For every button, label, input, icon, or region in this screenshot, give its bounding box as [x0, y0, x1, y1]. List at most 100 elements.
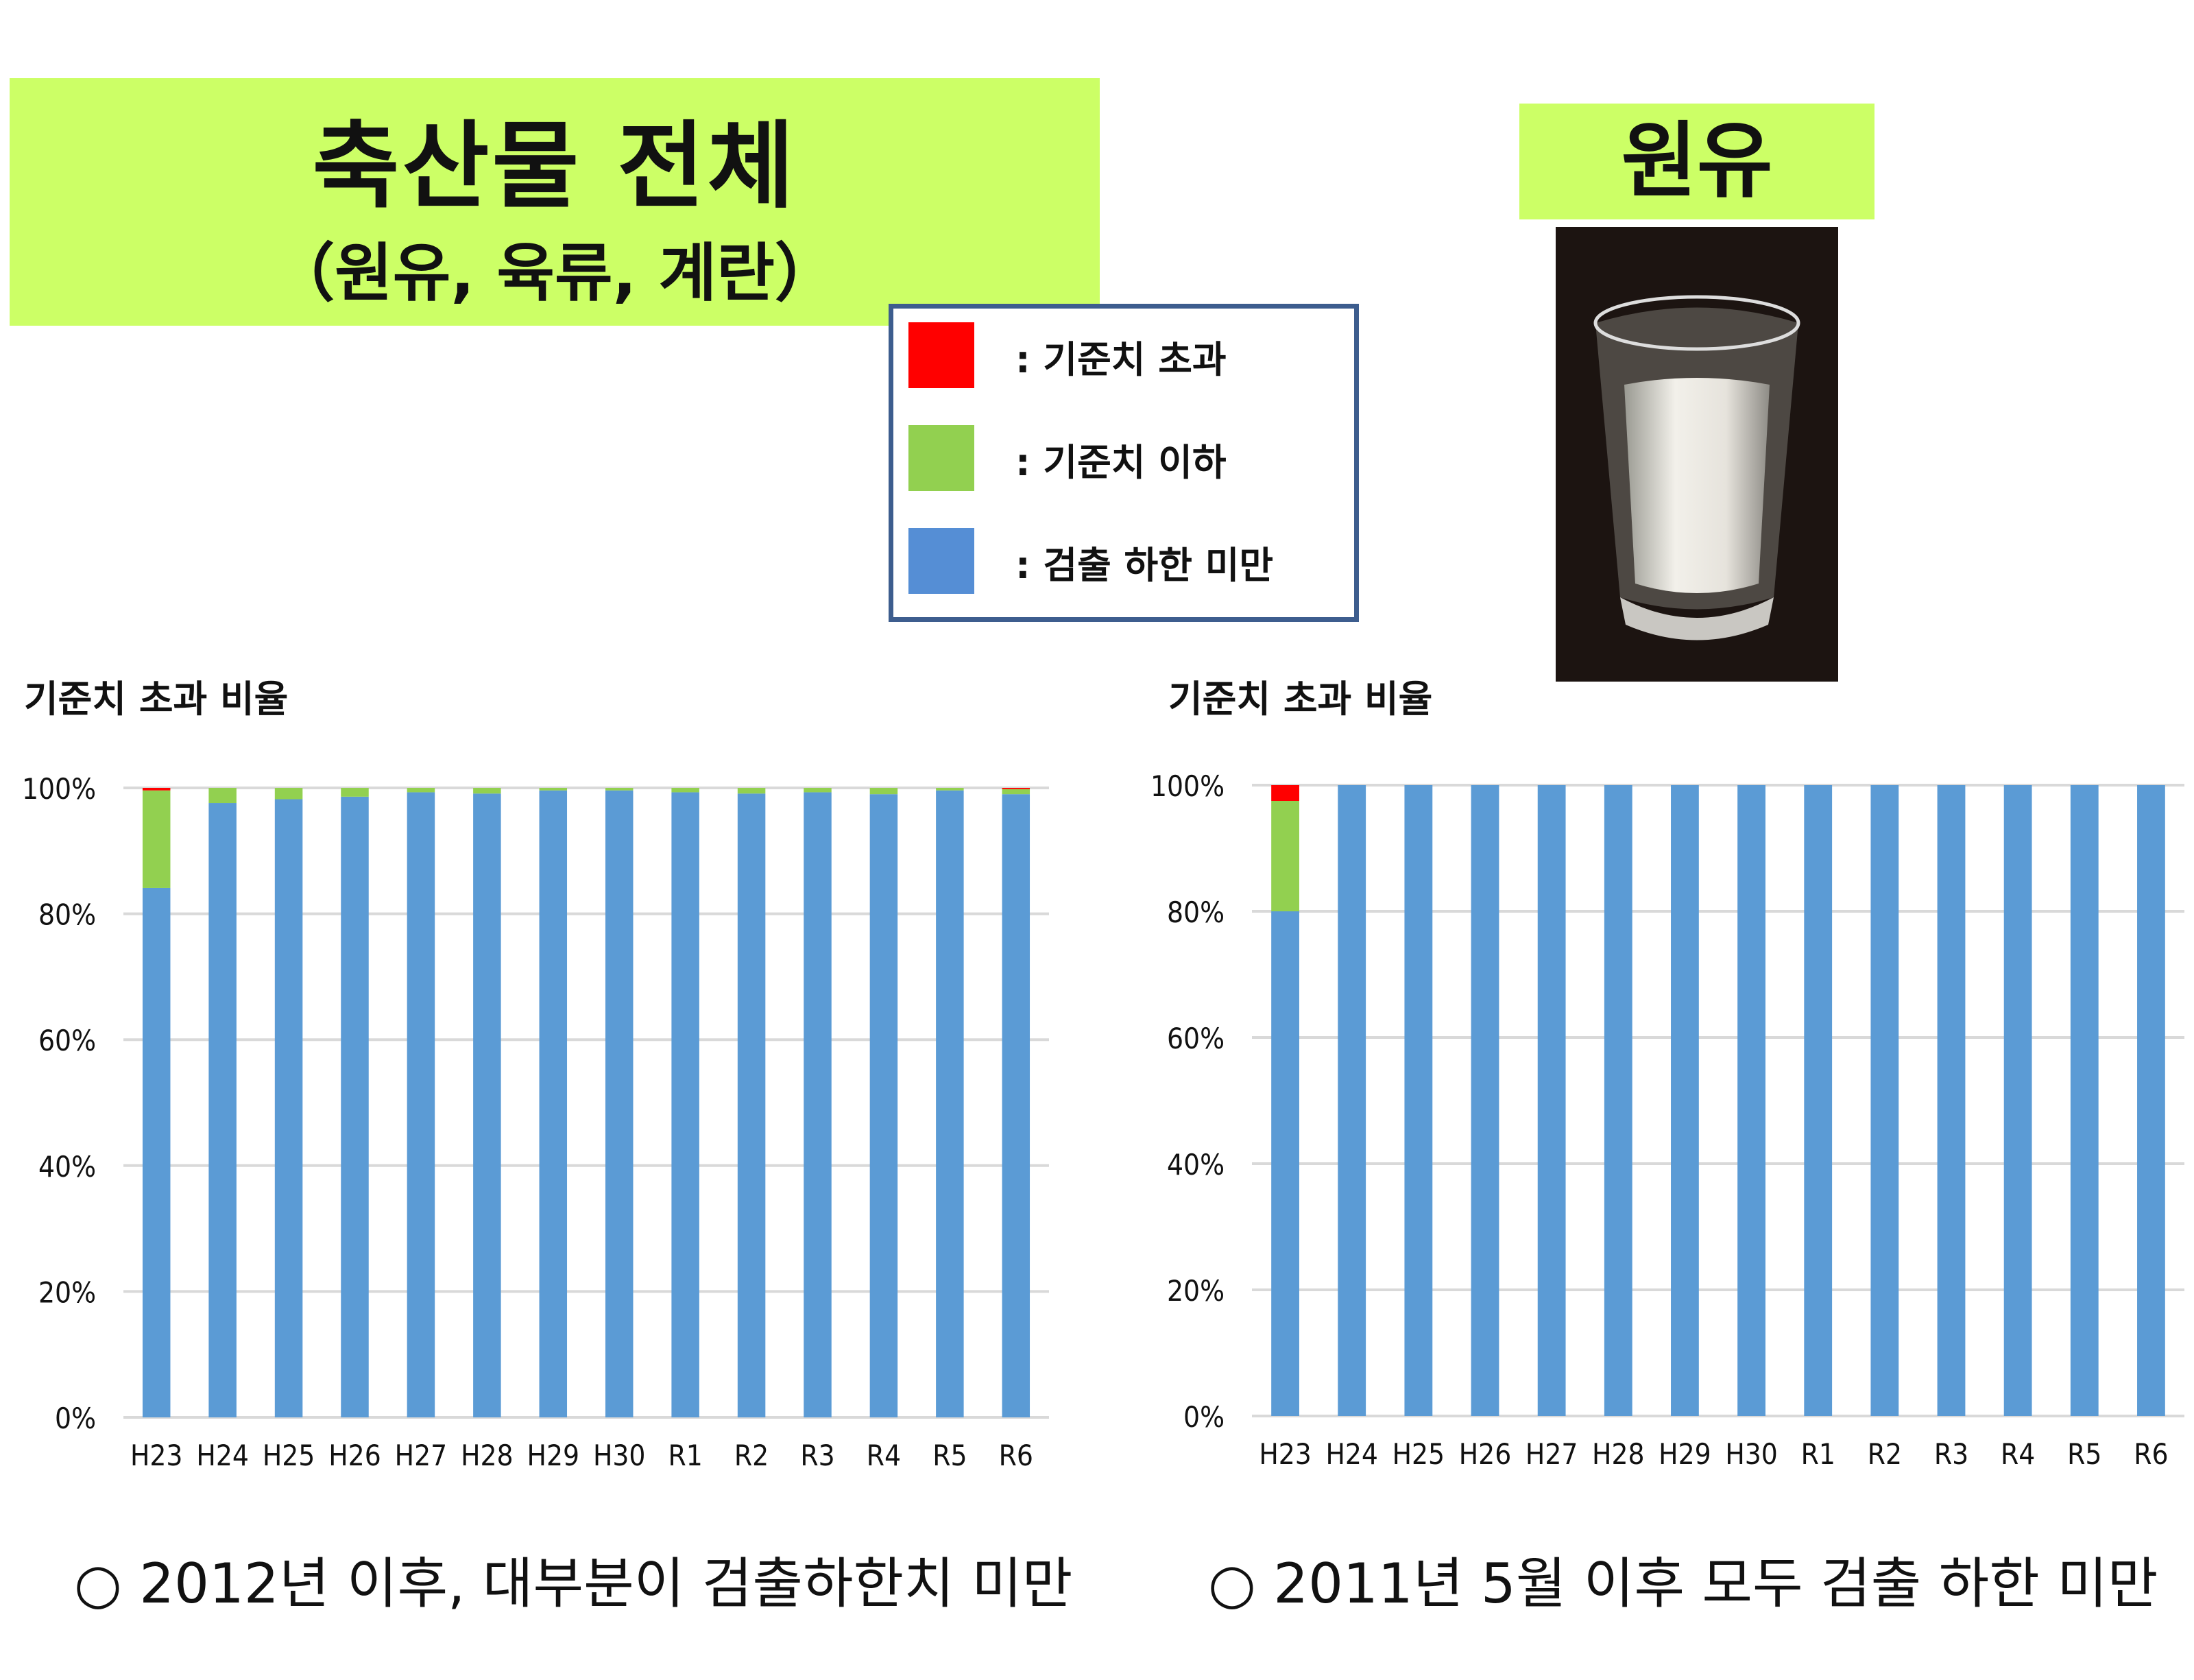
- x-tick-label: R2: [734, 1439, 769, 1472]
- x-tick-label: H27: [395, 1439, 448, 1472]
- bar-segment-below-limit: [274, 788, 303, 800]
- x-tick-label: H30: [593, 1439, 646, 1472]
- legend-swatch-below-detection: [908, 528, 974, 594]
- page-subtitle: （원유, 육류, 계란）: [272, 237, 838, 310]
- bar-segment-below-detection: [1804, 785, 1833, 1416]
- bar-segment-below-detection: [1937, 785, 1966, 1416]
- bar-segment-below-detection: [539, 790, 568, 1417]
- bar-segment-below-detection: [407, 792, 435, 1417]
- note-left: ○ 2012년 이후, 대부분이 검출하한치 미만: [74, 1552, 1073, 1616]
- bar-segment-below-limit: [142, 790, 171, 888]
- x-tick-label: R1: [668, 1439, 702, 1472]
- x-tick-label: R5: [932, 1439, 967, 1472]
- x-tick-label: H23: [1259, 1437, 1312, 1471]
- y-tick-label: 40%: [1167, 1148, 1225, 1181]
- x-tick-label: R3: [1934, 1437, 1968, 1471]
- bar-segment-below-detection: [2070, 785, 2099, 1416]
- bar-segment-below-limit: [1271, 801, 1299, 911]
- x-tick-label: R6: [999, 1439, 1033, 1472]
- bar-segment-below-detection: [1604, 785, 1632, 1416]
- bar-segment-below-detection: [142, 887, 171, 1417]
- bar-segment-below-limit: [341, 788, 369, 797]
- x-tick-label: H23: [130, 1439, 183, 1472]
- bar-segment-below-detection: [1737, 785, 1765, 1416]
- legend-label-below-detection: : 검출 하한 미만: [1015, 544, 1274, 587]
- y-tick-label: 100%: [1150, 769, 1225, 803]
- milk-label: 원유: [1519, 104, 1874, 219]
- bar-segment-below-detection: [1002, 794, 1030, 1417]
- legend-swatch-below-limit: [908, 425, 974, 491]
- bar-segment-below-detection: [274, 799, 303, 1417]
- x-tick-label: H26: [1459, 1437, 1512, 1471]
- bar-segment-below-limit: [539, 788, 568, 791]
- y-tick-label: 40%: [38, 1150, 96, 1184]
- bar-segment-below-detection: [1404, 785, 1433, 1416]
- bar-segment-below-limit: [1002, 789, 1030, 795]
- bar-segment-below-detection: [1271, 911, 1299, 1416]
- bar-segment-below-limit: [208, 788, 237, 804]
- x-tick-label: H28: [1592, 1437, 1645, 1471]
- bar-segment-below-detection: [605, 790, 634, 1417]
- bar-segment-below-limit: [671, 788, 699, 793]
- x-tick-label: H26: [328, 1439, 381, 1472]
- bar-segment-below-limit: [804, 788, 832, 793]
- bar-segment-below-detection: [869, 794, 898, 1417]
- bar-segment-below-detection: [1671, 785, 1699, 1416]
- x-tick-label: R1: [1801, 1437, 1835, 1471]
- y-tick-label: 80%: [1167, 896, 1225, 929]
- legend-label-over-limit: : 기준치 초과: [1015, 338, 1227, 381]
- bar-segment-below-limit: [605, 788, 634, 791]
- x-tick-label: H27: [1526, 1437, 1578, 1471]
- x-tick-label: R2: [1868, 1437, 1902, 1471]
- bar-segment-below-detection: [1471, 785, 1499, 1416]
- bar-segment-over-limit: [142, 788, 171, 791]
- legend-label-below-limit: : 기준치 이하: [1015, 441, 1227, 484]
- y-tick-label: 100%: [22, 772, 96, 806]
- y-tick-label: 20%: [1167, 1274, 1225, 1308]
- bar-segment-below-detection: [671, 792, 699, 1417]
- y-tick-label: 60%: [38, 1024, 96, 1057]
- x-tick-label: R4: [2001, 1437, 2035, 1471]
- y-tick-label: 20%: [38, 1275, 96, 1309]
- bar-segment-below-detection: [804, 792, 832, 1417]
- x-tick-label: H28: [461, 1439, 514, 1472]
- bar-segment-below-limit: [473, 788, 501, 794]
- x-tick-label: H25: [1393, 1437, 1445, 1471]
- milk-glass-photo: [1556, 227, 1838, 682]
- x-tick-label: H29: [1659, 1437, 1711, 1471]
- y-tick-label: 60%: [1167, 1022, 1225, 1055]
- bar-segment-below-detection: [737, 793, 766, 1417]
- bar-segment-below-detection: [1870, 785, 1899, 1416]
- y-tick-label: 0%: [1183, 1400, 1225, 1434]
- x-tick-label: H29: [527, 1439, 580, 1472]
- bar-segment-below-limit: [737, 788, 766, 794]
- x-tick-label: R5: [2067, 1437, 2101, 1471]
- x-tick-label: R4: [867, 1439, 901, 1472]
- x-tick-label: R3: [800, 1439, 834, 1472]
- bar-segment-below-detection: [473, 793, 501, 1417]
- y-tick-label: 80%: [38, 898, 96, 932]
- bar-segment-below-detection: [936, 790, 964, 1417]
- note-right: ○ 2011년 5월 이후 모두 검출 하한 미만: [1208, 1552, 2158, 1616]
- bar-segment-below-limit: [407, 788, 435, 793]
- x-tick-label: R6: [2134, 1437, 2168, 1471]
- bar-segment-below-detection: [208, 803, 237, 1417]
- legend: : 기준치 초과 : 기준치 이하 : 검출 하한 미만: [889, 304, 1359, 622]
- bar-segment-over-limit: [1002, 788, 1030, 789]
- bar-segment-below-detection: [2003, 785, 2032, 1416]
- y-tick-label: 0%: [55, 1402, 96, 1435]
- x-tick-label: H25: [263, 1439, 315, 1472]
- x-tick-label: H24: [196, 1439, 249, 1472]
- chart-left: 0% 20% 40% 60% 80% 100% H23 H24 H25 H26 H27 H28 H29 H…: [22, 772, 1049, 1472]
- bar-segment-below-detection: [341, 796, 369, 1417]
- page-title: 축산물 전체: [312, 111, 797, 221]
- bar-segment-below-limit: [936, 788, 964, 791]
- bar-segment-below-detection: [2137, 785, 2165, 1416]
- chart-right: 0% 20% 40% 60% 80% 100% H23 H24 H25 H26 H27 H28 H29 H…: [1150, 769, 2184, 1471]
- chart-title-left: 기준치 초과 비율: [24, 677, 289, 721]
- legend-swatch-over-limit: [908, 322, 974, 388]
- bar-segment-below-detection: [1537, 785, 1566, 1416]
- bar-segment-over-limit: [1271, 785, 1299, 801]
- chart-title-right: 기준치 초과 비율: [1168, 677, 1433, 721]
- title-banner: 축산물 전체 （원유, 육류, 계란）: [10, 78, 1100, 326]
